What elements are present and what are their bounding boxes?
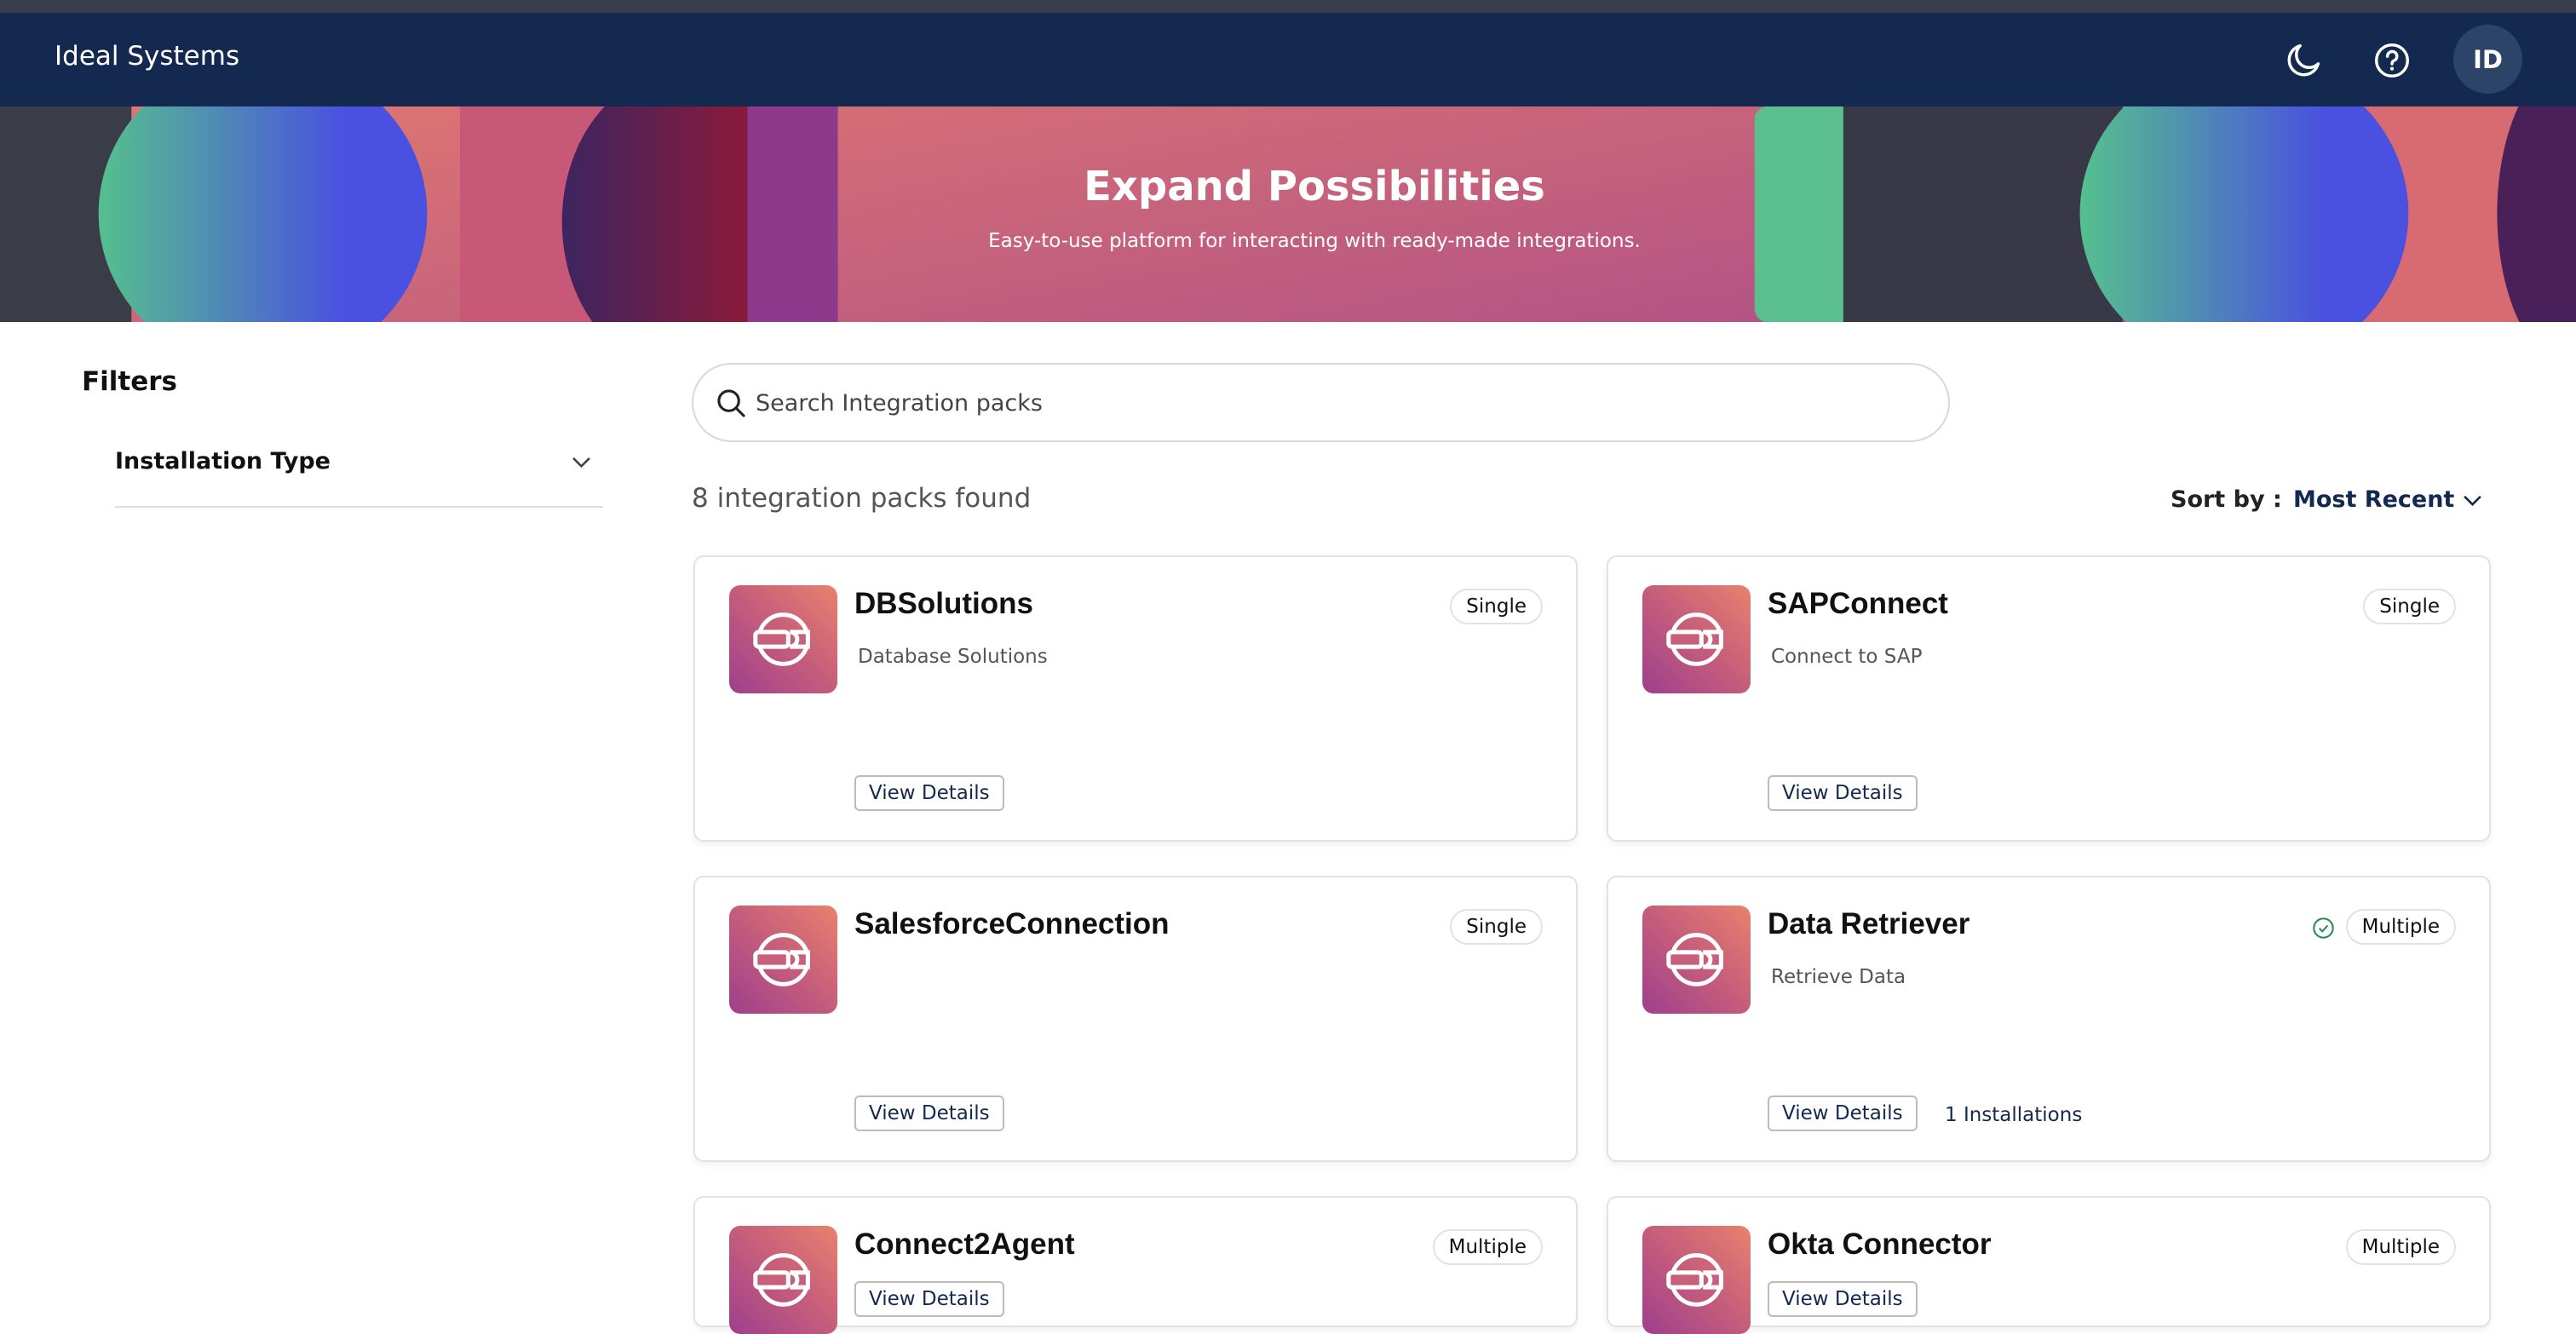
integration-pack-logo (729, 585, 837, 693)
top-header: Ideal Systems ID (0, 13, 2576, 106)
chevron-down-icon (2464, 495, 2482, 507)
sort-dropdown[interactable]: Most Recent (2293, 486, 2482, 513)
connector-icon (753, 1253, 810, 1307)
banner-subtitle: Easy-to-use platform for interacting wit… (988, 230, 1641, 252)
installation-type-badge: Multiple (2345, 909, 2456, 945)
chevron-down-icon (572, 457, 590, 469)
pack-title[interactable]: DBSolutions (854, 587, 1033, 620)
integration-pack-card: DBSolutions Database Solutions Single Vi… (693, 555, 1578, 842)
brand-name[interactable]: Ideal Systems (55, 41, 240, 72)
sort-label: Sort by : (2171, 486, 2282, 513)
sort-value: Most Recent (2293, 486, 2455, 513)
installation-type-badge: Single (2363, 589, 2456, 624)
integration-pack-logo (1642, 585, 1751, 693)
installation-type-badge: Single (1450, 589, 1543, 624)
installation-type-badge: Multiple (1432, 1229, 1543, 1265)
connector-icon (1666, 612, 1723, 666)
pack-description: Retrieve Data (1771, 966, 1906, 988)
connector-icon (1666, 933, 1723, 986)
connector-icon (753, 612, 810, 666)
search-icon (717, 389, 745, 417)
integration-pack-card: Okta Connector Multiple View Details (1607, 1196, 2491, 1334)
integration-pack-card: Connect2Agent Multiple View Details (693, 1196, 1578, 1334)
pack-description: Database Solutions (858, 646, 1048, 668)
integration-pack-card: SAPConnect Connect to SAP Single View De… (1607, 555, 2491, 842)
view-details-button[interactable]: View Details (854, 1281, 1004, 1317)
connector-icon (753, 933, 810, 986)
window-top-strip (0, 0, 2576, 13)
filter-installation-type[interactable]: Installation Type (115, 430, 603, 508)
banner-title: Expand Possibilities (1084, 163, 1545, 210)
view-details-button[interactable]: View Details (1768, 775, 1918, 811)
integration-pack-logo (729, 906, 837, 1014)
view-details-button[interactable]: View Details (1768, 1095, 1918, 1131)
installed-check-icon (2313, 917, 2334, 939)
integration-pack-card: SalesforceConnection Single View Details (693, 876, 1578, 1162)
pack-title[interactable]: Okta Connector (1768, 1228, 1992, 1261)
view-details-button[interactable]: View Details (854, 1095, 1004, 1131)
installation-type-badge: Single (1450, 909, 1543, 945)
integration-pack-logo (1642, 906, 1751, 1014)
banner-decoration (0, 106, 2576, 322)
integration-pack-card: Data Retriever Retrieve Data Multiple Vi… (1607, 876, 2491, 1162)
pack-title[interactable]: Connect2Agent (854, 1228, 1075, 1261)
view-details-button[interactable]: View Details (854, 775, 1004, 811)
view-details-button[interactable]: View Details (1768, 1281, 1918, 1317)
integration-pack-logo (1642, 1226, 1751, 1334)
connector-icon (1666, 1253, 1723, 1307)
avatar[interactable]: ID (2453, 25, 2522, 94)
search-input[interactable] (754, 381, 1907, 425)
filters-title: Filters (82, 366, 178, 397)
search-bar (692, 363, 1950, 442)
pack-title[interactable]: SalesforceConnection (854, 907, 1170, 940)
results-count: 8 integration packs found (692, 483, 1032, 514)
pack-title[interactable]: SAPConnect (1768, 587, 1948, 620)
integration-pack-logo (729, 1226, 837, 1334)
moon-icon[interactable] (2282, 39, 2325, 82)
installation-type-badge: Multiple (2345, 1229, 2456, 1265)
pack-title[interactable]: Data Retriever (1768, 907, 1970, 940)
filter-label: Installation Type (115, 448, 331, 474)
pack-description: Connect to SAP (1771, 646, 1923, 668)
hero-banner: Expand Possibilities Easy-to-use platfor… (0, 106, 2576, 322)
installations-count[interactable]: 1 Installations (1945, 1104, 2083, 1126)
help-icon[interactable] (2371, 39, 2413, 82)
